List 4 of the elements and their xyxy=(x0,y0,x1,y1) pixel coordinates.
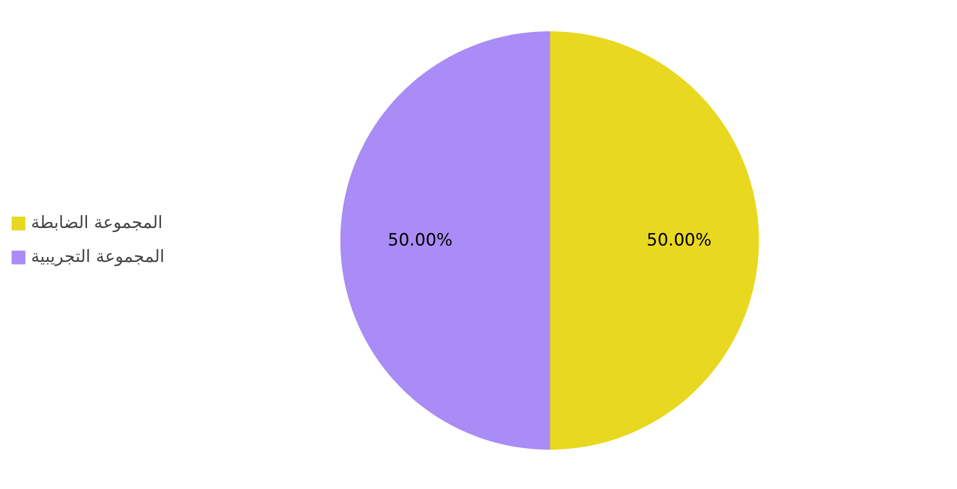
data-label: 50.00% xyxy=(388,230,453,250)
legend-label: المجموعة الضابطة xyxy=(31,213,163,233)
legend-label: المجموعة التجريبية xyxy=(31,247,164,267)
data-label: 50.00% xyxy=(646,230,712,250)
